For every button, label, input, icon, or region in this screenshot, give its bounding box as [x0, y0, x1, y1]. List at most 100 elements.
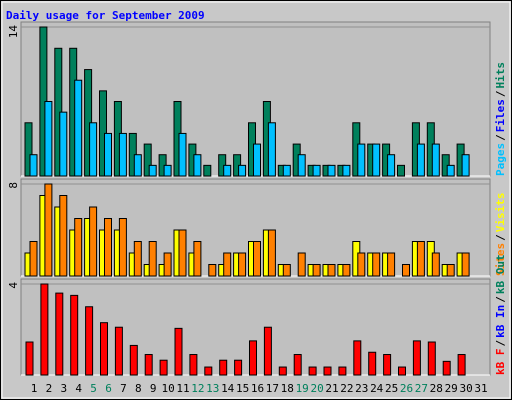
x-tick-label: 28 — [430, 382, 443, 395]
bar — [253, 143, 261, 177]
bar — [89, 206, 98, 277]
bar — [442, 360, 451, 376]
x-tick-label: 10 — [161, 382, 174, 395]
bar — [143, 143, 152, 177]
x-tick-label: 9 — [150, 382, 157, 395]
x-tick-label: 3 — [60, 382, 67, 395]
bar — [282, 164, 291, 177]
x-tick-label: 6 — [105, 382, 112, 395]
bar — [238, 252, 247, 277]
bar — [267, 122, 276, 177]
legend-entry: kB In — [494, 305, 507, 338]
bar — [59, 111, 68, 177]
bar — [74, 79, 83, 177]
bar — [29, 154, 38, 177]
bar — [338, 366, 347, 376]
bar — [189, 354, 198, 376]
x-tick-label: 22 — [340, 382, 353, 395]
bar — [372, 143, 381, 177]
bar — [397, 164, 405, 177]
legend-entry: Files — [494, 99, 507, 132]
bar — [327, 164, 336, 177]
bar — [133, 241, 142, 277]
x-tick-label: 19 — [296, 382, 309, 395]
bar — [144, 354, 153, 376]
bar — [178, 229, 187, 277]
bar — [129, 344, 138, 376]
bar — [133, 154, 142, 177]
bar — [178, 132, 187, 177]
bar — [89, 122, 98, 177]
x-tick-label: 14 — [221, 382, 235, 395]
legend-entry: Pages — [494, 143, 507, 176]
bar — [372, 252, 381, 277]
bar — [219, 359, 228, 376]
legend-separator: / — [494, 90, 507, 97]
legend-separator: / — [494, 134, 507, 141]
x-tick-label: 16 — [251, 382, 264, 395]
chart-title: Daily usage for September 2009 — [6, 9, 205, 22]
bar — [387, 154, 396, 177]
legend-entry: kB Out — [494, 254, 507, 294]
bar — [204, 366, 213, 376]
bar — [223, 252, 232, 277]
x-tick-label: 31 — [474, 382, 487, 395]
x-tick-label: 18 — [281, 382, 294, 395]
legend: kB F / kB In / kB Out — [494, 254, 507, 375]
bar — [398, 366, 406, 376]
bar — [249, 340, 257, 376]
bar — [223, 164, 232, 177]
x-tick-label: 30 — [459, 382, 472, 395]
x-tick-label: 12 — [191, 382, 204, 395]
x-tick-label: 15 — [236, 382, 249, 395]
bar — [163, 164, 172, 177]
bar — [100, 322, 108, 376]
bar — [267, 229, 276, 277]
bar — [148, 164, 157, 177]
legend-entry: kB F — [494, 349, 507, 376]
y-tick-label: 4 — [7, 282, 20, 289]
bar — [55, 292, 64, 376]
bar — [297, 154, 306, 177]
bar — [85, 306, 94, 376]
bar — [174, 327, 183, 376]
bar — [387, 252, 396, 277]
bar — [104, 132, 112, 177]
y-tick-label: 14 — [7, 25, 20, 39]
x-tick-label: 8 — [135, 382, 142, 395]
bar — [357, 252, 366, 277]
bar — [297, 252, 306, 277]
legend-entry: Sites — [494, 243, 507, 276]
x-tick-label: 2 — [46, 382, 53, 395]
legend-entry: Visits — [494, 193, 507, 233]
bar — [59, 195, 68, 277]
bar — [357, 143, 366, 177]
bar — [323, 366, 332, 376]
bar — [312, 264, 321, 277]
x-tick-label: 1 — [31, 382, 38, 395]
bar — [383, 354, 392, 376]
legend-separator: / — [494, 234, 507, 241]
bar — [148, 241, 157, 277]
bar — [203, 164, 212, 177]
bar — [44, 183, 53, 277]
x-tick-label: 13 — [206, 382, 219, 395]
bar — [70, 294, 79, 376]
bar — [278, 366, 287, 376]
x-tick-label: 21 — [325, 382, 338, 395]
y-tick-label: 8 — [7, 182, 20, 189]
bar — [193, 241, 202, 277]
bar — [118, 132, 127, 177]
bar — [234, 359, 243, 376]
bar — [29, 241, 38, 277]
bar — [308, 366, 317, 376]
bar — [253, 241, 261, 277]
bar — [208, 264, 217, 277]
x-tick-label: 27 — [415, 382, 428, 395]
bar — [44, 101, 53, 177]
bar — [282, 264, 291, 277]
bar — [74, 218, 83, 277]
bar — [238, 164, 247, 177]
x-tick-label: 20 — [310, 382, 323, 395]
bar — [118, 218, 127, 277]
